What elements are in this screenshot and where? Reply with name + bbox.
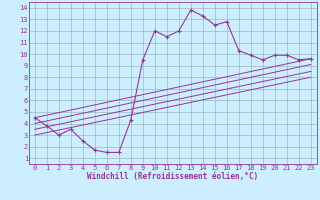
X-axis label: Windchill (Refroidissement éolien,°C): Windchill (Refroidissement éolien,°C): [87, 172, 258, 181]
